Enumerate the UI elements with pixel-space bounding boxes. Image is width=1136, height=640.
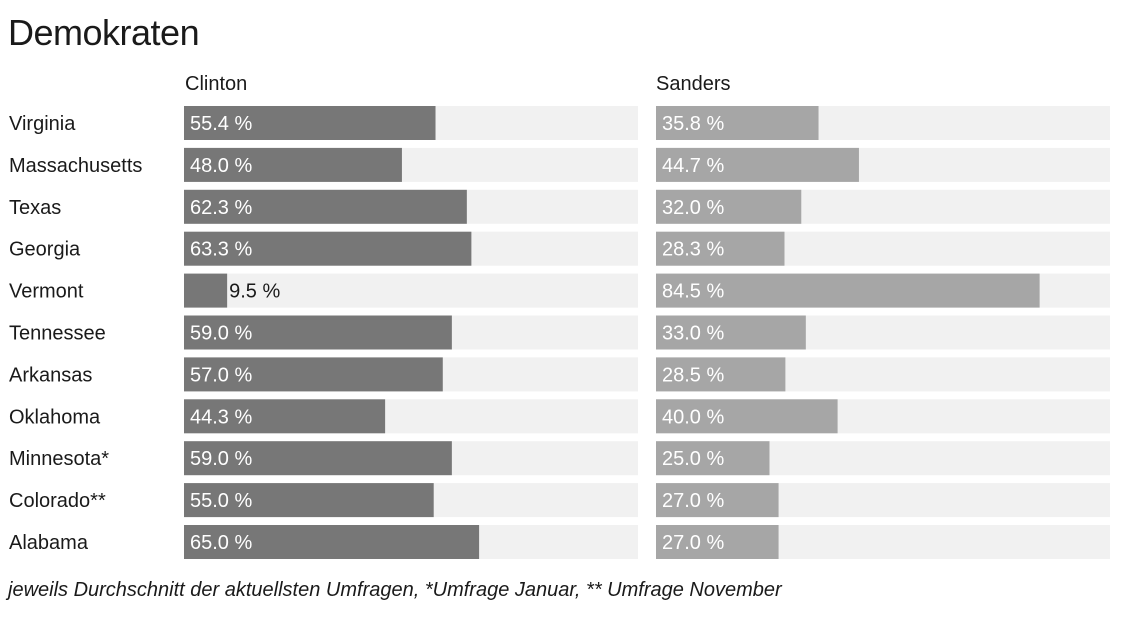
bar-track bbox=[184, 273, 638, 308]
bar-clinton bbox=[184, 399, 386, 434]
data-label: 33.0 % bbox=[662, 323, 724, 345]
bar-sanders bbox=[656, 106, 819, 140]
bar-clinton bbox=[184, 106, 436, 140]
data-label: 35.8 % bbox=[662, 113, 724, 135]
category-label: Virginia bbox=[9, 113, 76, 135]
bar-sanders bbox=[656, 399, 838, 434]
data-label: 84.5 % bbox=[662, 281, 724, 303]
bar-sanders bbox=[656, 147, 859, 182]
category-label: Georgia bbox=[9, 239, 81, 261]
data-label: 44.7 % bbox=[662, 155, 724, 177]
series-label-clinton: Clinton bbox=[185, 73, 248, 95]
category-label: Texas bbox=[9, 197, 61, 219]
bar-sanders bbox=[656, 357, 786, 392]
bar-sanders bbox=[656, 441, 770, 476]
data-label: 9.5 % bbox=[229, 281, 280, 303]
data-label: 59.0 % bbox=[190, 323, 252, 345]
data-label: 28.3 % bbox=[662, 239, 724, 261]
bar-clinton bbox=[184, 315, 452, 350]
data-label: 44.3 % bbox=[190, 406, 252, 428]
bar-clinton bbox=[184, 189, 467, 224]
category-label: Massachusetts bbox=[9, 155, 142, 177]
bar-sanders bbox=[656, 315, 806, 350]
data-label: 55.4 % bbox=[190, 113, 252, 135]
category-label: Vermont bbox=[9, 281, 84, 303]
data-label: 32.0 % bbox=[662, 197, 724, 219]
bar-clinton bbox=[184, 357, 443, 392]
data-label: 65.0 % bbox=[190, 532, 252, 554]
series-label-sanders: Sanders bbox=[656, 73, 731, 95]
category-label: Oklahoma bbox=[9, 406, 101, 428]
data-label: 63.3 % bbox=[190, 239, 252, 261]
data-label: 59.0 % bbox=[190, 448, 252, 470]
footnote: jeweils Durchschnitt der aktuellsten Umf… bbox=[8, 579, 782, 601]
bar-clinton bbox=[184, 525, 480, 559]
bar-clinton bbox=[184, 231, 472, 266]
data-label: 62.3 % bbox=[190, 197, 252, 219]
data-label: 48.0 % bbox=[190, 155, 252, 177]
bar-clinton bbox=[184, 273, 228, 308]
category-label: Arkansas bbox=[9, 364, 92, 386]
bar-clinton bbox=[184, 441, 452, 476]
data-label: 27.0 % bbox=[662, 490, 724, 512]
bar-sanders bbox=[656, 189, 802, 224]
data-label: 25.0 % bbox=[662, 448, 724, 470]
data-label: 57.0 % bbox=[190, 364, 252, 386]
bar-clinton bbox=[184, 147, 402, 182]
data-label: 40.0 % bbox=[662, 406, 724, 428]
category-label: Colorado** bbox=[9, 490, 106, 512]
category-label: Tennessee bbox=[9, 323, 106, 345]
data-label: 28.5 % bbox=[662, 364, 724, 386]
category-label: Minnesota* bbox=[9, 448, 109, 470]
data-label: 55.0 % bbox=[190, 490, 252, 512]
chart-title: Demokraten bbox=[8, 12, 200, 53]
bar-sanders bbox=[656, 483, 779, 518]
category-label: Alabama bbox=[9, 532, 89, 554]
bar-sanders bbox=[656, 231, 785, 266]
data-label: 27.0 % bbox=[662, 532, 724, 554]
bar-sanders bbox=[656, 525, 779, 559]
bar-clinton bbox=[184, 483, 434, 518]
bar-sanders bbox=[656, 273, 1040, 308]
